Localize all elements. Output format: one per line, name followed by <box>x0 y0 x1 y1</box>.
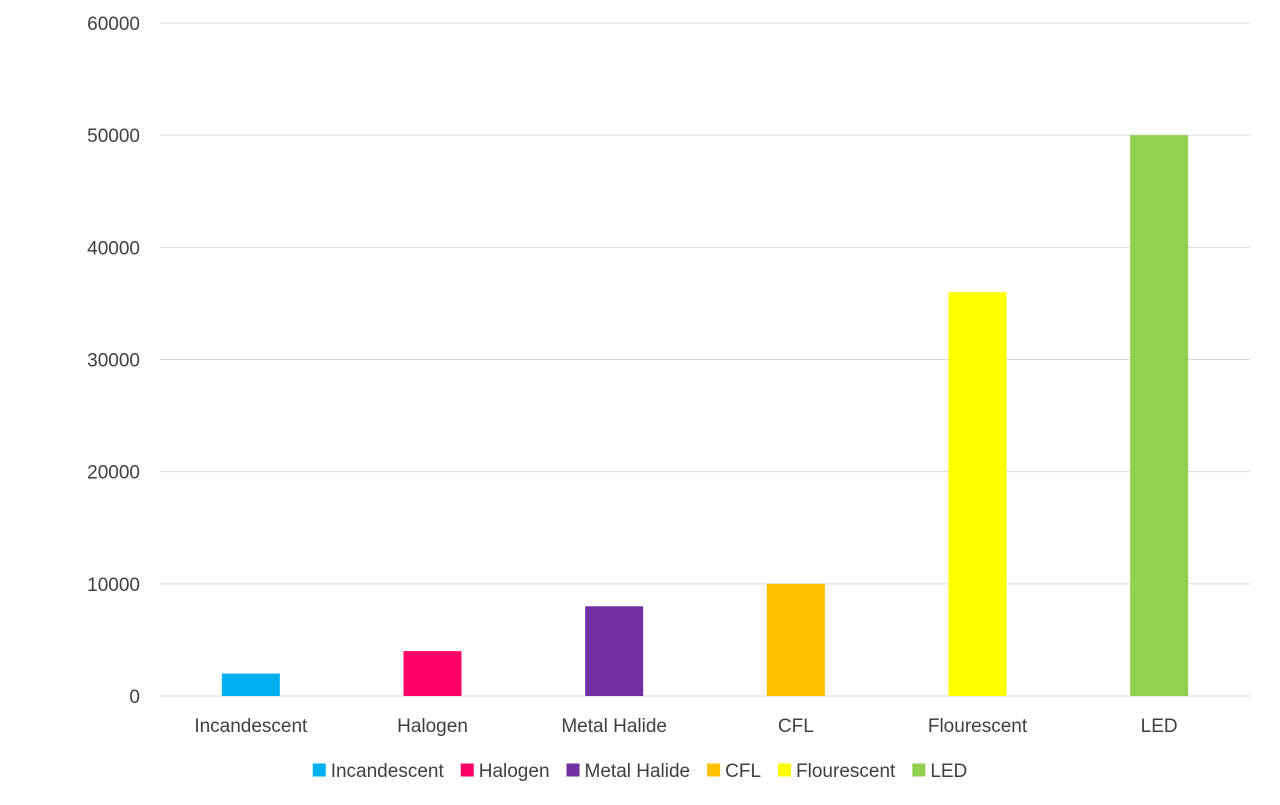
y-tick-label: 0 <box>129 687 140 708</box>
legend-item-halogen: Halogen <box>460 761 550 782</box>
x-tick-label: CFL <box>778 716 814 737</box>
legend-swatch <box>707 763 721 777</box>
legend-label: Metal Halide <box>585 761 691 782</box>
legend-label: Halogen <box>479 761 550 782</box>
legend-item-metal-halide: Metal Halide <box>566 761 691 782</box>
x-tick-label: Incandescent <box>194 716 308 737</box>
x-tick-label: Metal Halide <box>561 716 667 737</box>
bar-flourescent <box>948 292 1007 696</box>
legend-label: Incandescent <box>331 761 445 782</box>
y-tick-label: 50000 <box>87 126 140 147</box>
y-tick-label: 30000 <box>87 351 140 372</box>
legend-item-incandescent: Incandescent <box>312 761 445 782</box>
legend-item-cfl: CFL <box>707 761 761 782</box>
legend-swatch <box>566 763 580 777</box>
bar-led <box>1130 135 1189 696</box>
x-tick-label: Flourescent <box>928 716 1028 737</box>
bars <box>221 135 1189 696</box>
legend-swatch <box>912 763 926 777</box>
legend-label: LED <box>930 761 967 782</box>
legend: Incandescent Halogen Metal Halide CFL Floure… <box>312 761 967 782</box>
legend-swatch <box>778 763 792 777</box>
legend-item-led: LED <box>912 761 967 782</box>
gridlines <box>160 22 1250 697</box>
y-tick-label: 10000 <box>87 575 140 596</box>
x-tick-label: Halogen <box>397 716 468 737</box>
y-axis-tick-labels: 0 10000 20000 30000 40000 50000 60000 <box>87 14 140 708</box>
legend-item-flourescent: Flourescent <box>778 761 896 782</box>
bar-halogen <box>403 651 462 696</box>
legend-label: CFL <box>725 761 761 782</box>
x-tick-label: LED <box>1141 716 1178 737</box>
bar-incandescent <box>221 673 280 696</box>
bar-metal-halide <box>585 606 644 696</box>
x-axis-tick-labels: Incandescent Halogen Metal Halide CFL Floure… <box>194 716 1177 737</box>
y-tick-label: 60000 <box>87 14 140 35</box>
legend-swatch <box>460 763 474 777</box>
bar-cfl <box>766 583 825 696</box>
y-tick-label: 40000 <box>87 238 140 259</box>
legend-label: Flourescent <box>796 761 896 782</box>
legend-swatch <box>312 763 326 777</box>
y-tick-label: 20000 <box>87 463 140 484</box>
